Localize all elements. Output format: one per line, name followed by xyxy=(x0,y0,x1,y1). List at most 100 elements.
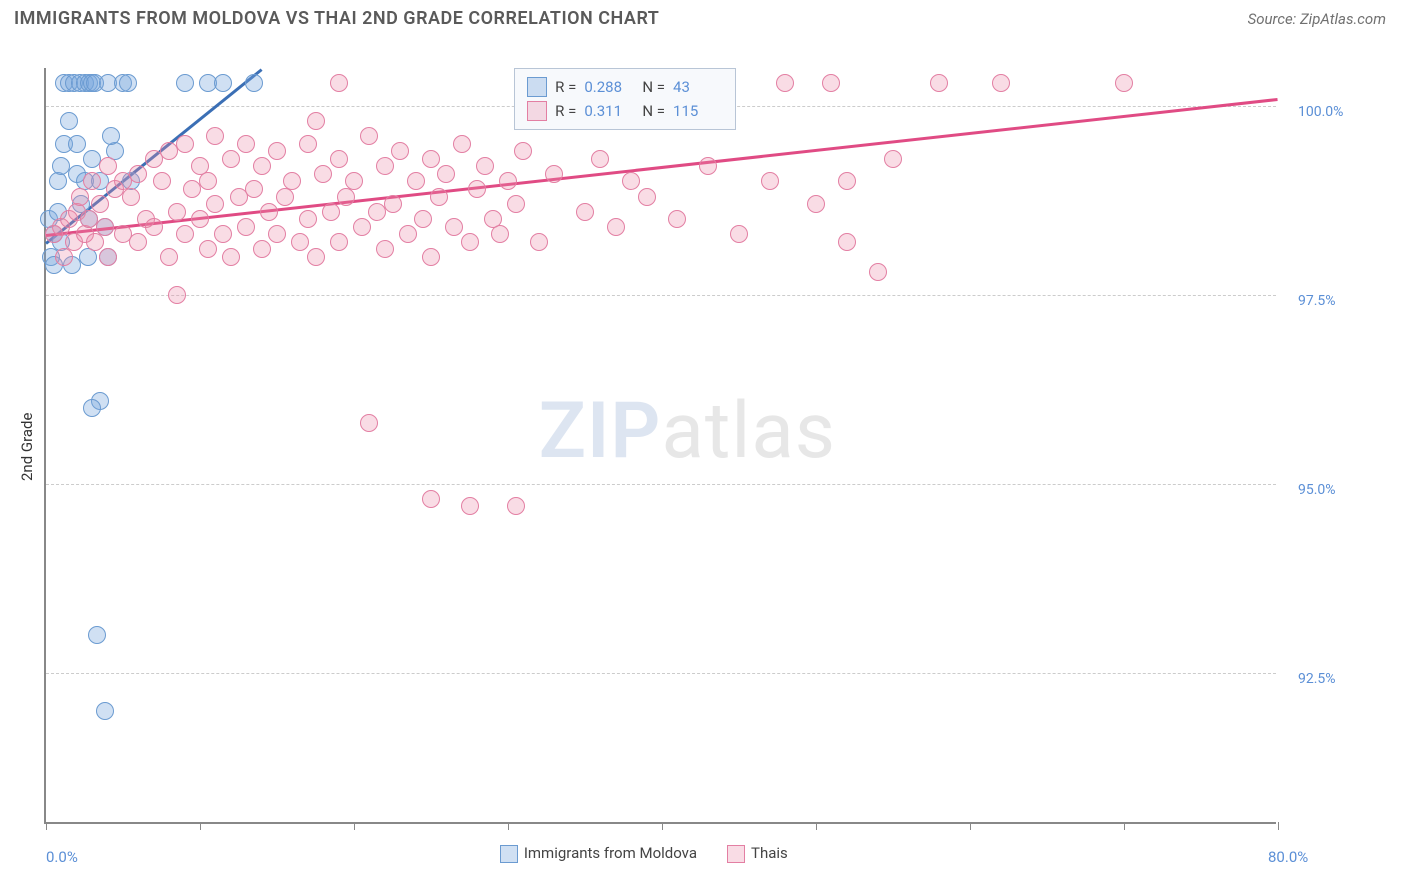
data-point xyxy=(607,218,625,236)
bottom-legend-item: Immigrants from Moldova xyxy=(500,844,697,863)
x-axis-label-max: 80.0% xyxy=(1268,848,1308,866)
data-point xyxy=(83,399,101,417)
data-point xyxy=(222,150,240,168)
data-point xyxy=(237,218,255,236)
data-point xyxy=(214,225,232,243)
data-point xyxy=(99,157,117,175)
data-point xyxy=(838,233,856,251)
x-tick xyxy=(46,822,47,830)
y-tick-label: 92.5% xyxy=(1298,671,1336,687)
data-point xyxy=(530,233,548,251)
data-point xyxy=(491,225,509,243)
data-point xyxy=(461,497,479,515)
x-tick xyxy=(1124,822,1125,830)
data-point xyxy=(153,172,171,190)
data-point xyxy=(930,74,948,92)
bottom-legend-item: Thais xyxy=(727,844,788,863)
legend-r-value: 0.288 xyxy=(584,78,634,96)
x-tick xyxy=(354,822,355,830)
data-point xyxy=(96,218,114,236)
legend-n-value: 43 xyxy=(673,78,723,96)
data-point xyxy=(507,195,525,213)
data-point xyxy=(91,195,109,213)
data-point xyxy=(376,240,394,258)
data-point xyxy=(299,210,317,228)
x-tick xyxy=(508,822,509,830)
data-point xyxy=(176,225,194,243)
data-point xyxy=(129,165,147,183)
data-point xyxy=(168,286,186,304)
legend-r-label: R = xyxy=(555,78,576,96)
data-point xyxy=(776,74,794,92)
legend-row: R = 0.311 N = 115 xyxy=(527,99,723,123)
data-point xyxy=(499,172,517,190)
data-point xyxy=(407,172,425,190)
data-point xyxy=(414,210,432,228)
watermark: ZIPatlas xyxy=(539,386,836,477)
data-point xyxy=(168,203,186,221)
data-point xyxy=(176,135,194,153)
data-point xyxy=(55,248,73,266)
data-point xyxy=(191,210,209,228)
legend-n-value: 115 xyxy=(673,102,723,120)
legend-r-label: R = xyxy=(555,102,576,120)
data-point xyxy=(668,210,686,228)
data-point xyxy=(176,74,194,92)
data-point xyxy=(119,74,137,92)
data-point xyxy=(199,172,217,190)
y-tick-label: 97.5% xyxy=(1298,293,1336,309)
data-point xyxy=(869,263,887,281)
bottom-legend: Immigrants from Moldova Thais xyxy=(500,844,788,863)
data-point xyxy=(430,188,448,206)
data-point xyxy=(699,157,717,175)
data-point xyxy=(245,74,263,92)
data-point xyxy=(884,150,902,168)
legend-swatch xyxy=(527,101,547,121)
legend-swatch xyxy=(500,845,518,863)
data-point xyxy=(476,157,494,175)
data-point xyxy=(253,157,271,175)
legend-r-value: 0.311 xyxy=(584,102,634,120)
data-point xyxy=(1115,74,1133,92)
data-point xyxy=(245,180,263,198)
data-point xyxy=(576,203,594,221)
data-point xyxy=(268,225,286,243)
data-point xyxy=(307,248,325,266)
legend-swatch xyxy=(527,77,547,97)
watermark-atlas: atlas xyxy=(661,386,836,477)
data-point xyxy=(353,218,371,236)
data-point xyxy=(214,74,232,92)
data-point xyxy=(761,172,779,190)
chart-source: Source: ZipAtlas.com xyxy=(1248,10,1386,28)
grid-line xyxy=(46,484,1276,485)
data-point xyxy=(299,135,317,153)
data-point xyxy=(545,165,563,183)
x-tick xyxy=(662,822,663,830)
data-point xyxy=(822,74,840,92)
data-point xyxy=(376,157,394,175)
data-point xyxy=(129,233,147,251)
legend-series-name: Thais xyxy=(751,844,788,862)
data-point xyxy=(422,150,440,168)
data-point xyxy=(468,180,486,198)
x-tick xyxy=(1278,822,1279,830)
data-point xyxy=(68,135,86,153)
data-point xyxy=(71,188,89,206)
x-axis-label-min: 0.0% xyxy=(46,848,78,866)
data-point xyxy=(399,225,417,243)
data-point xyxy=(122,188,140,206)
data-point xyxy=(391,142,409,160)
chart-title: IMMIGRANTS FROM MOLDOVA VS THAI 2ND GRAD… xyxy=(14,8,659,29)
data-point xyxy=(268,142,286,160)
legend-row: R =0.288N =43 xyxy=(527,75,723,99)
grid-line xyxy=(46,295,1276,296)
data-point xyxy=(591,150,609,168)
grid-line xyxy=(46,673,1276,674)
data-point xyxy=(291,233,309,251)
watermark-zip: ZIP xyxy=(539,386,662,477)
data-point xyxy=(314,165,332,183)
x-tick xyxy=(200,822,201,830)
data-point xyxy=(83,172,101,190)
data-point xyxy=(330,74,348,92)
legend-n-label: N = xyxy=(642,102,665,120)
